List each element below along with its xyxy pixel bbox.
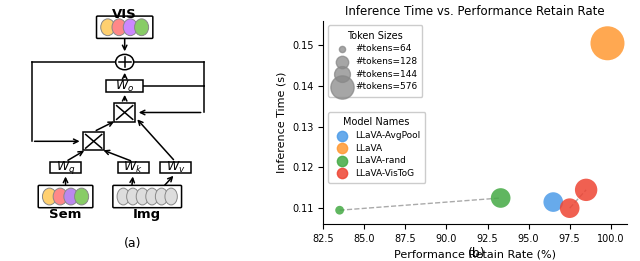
Ellipse shape <box>136 188 148 205</box>
Y-axis label: Inference Time (s): Inference Time (s) <box>276 72 287 173</box>
Point <box>548 200 558 204</box>
Ellipse shape <box>112 19 126 36</box>
Ellipse shape <box>156 188 168 205</box>
Point <box>581 188 591 192</box>
Ellipse shape <box>74 188 88 205</box>
Ellipse shape <box>42 188 56 205</box>
Text: $W_v$: $W_v$ <box>166 160 185 175</box>
FancyBboxPatch shape <box>50 162 81 174</box>
FancyBboxPatch shape <box>83 132 104 150</box>
Point <box>602 41 612 45</box>
Text: $W_k$: $W_k$ <box>124 160 143 175</box>
Text: (b): (b) <box>468 247 486 260</box>
X-axis label: Performance Retain Rate (%): Performance Retain Rate (%) <box>394 250 556 260</box>
Point <box>495 196 506 200</box>
Text: VIS: VIS <box>112 8 137 21</box>
Text: $W_q$: $W_q$ <box>56 159 76 176</box>
FancyBboxPatch shape <box>160 162 191 174</box>
FancyBboxPatch shape <box>113 185 182 208</box>
Ellipse shape <box>64 188 78 205</box>
Legend: LLaVA-AvgPool, LLaVA, LLaVA-rand, LLaVA-VisToG: LLaVA-AvgPool, LLaVA, LLaVA-rand, LLaVA-… <box>328 112 426 183</box>
Ellipse shape <box>165 188 177 205</box>
Ellipse shape <box>53 188 67 205</box>
Ellipse shape <box>124 19 138 36</box>
Text: Sem: Sem <box>49 207 82 221</box>
Point <box>564 206 575 210</box>
Ellipse shape <box>127 188 139 205</box>
Ellipse shape <box>100 19 115 36</box>
FancyBboxPatch shape <box>38 185 93 208</box>
Point <box>335 208 345 212</box>
Text: (a): (a) <box>124 237 142 250</box>
FancyBboxPatch shape <box>106 80 143 92</box>
FancyBboxPatch shape <box>114 103 136 122</box>
Title: Inference Time vs. Performance Retain Rate: Inference Time vs. Performance Retain Ra… <box>346 5 605 18</box>
Text: Img: Img <box>133 207 161 221</box>
Ellipse shape <box>134 19 148 36</box>
Ellipse shape <box>146 188 158 205</box>
Text: $W_o$: $W_o$ <box>115 79 134 94</box>
FancyBboxPatch shape <box>97 16 153 38</box>
FancyBboxPatch shape <box>118 162 148 174</box>
Ellipse shape <box>117 188 129 205</box>
